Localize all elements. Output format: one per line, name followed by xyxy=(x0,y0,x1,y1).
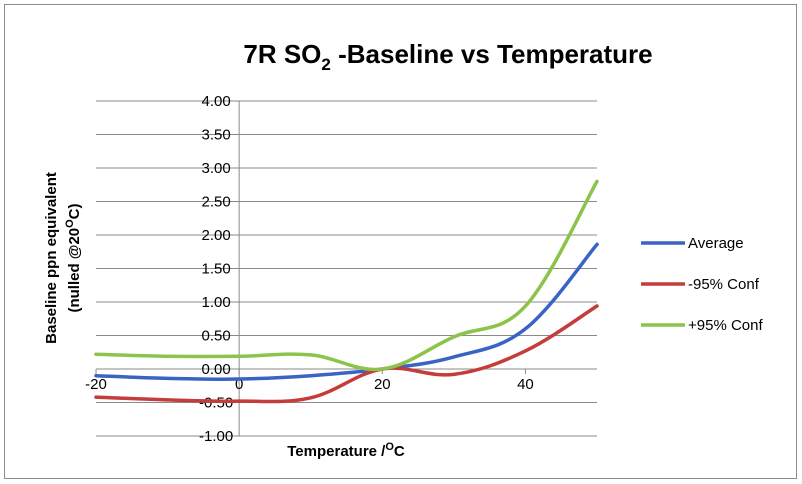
x-tick-label: -20 xyxy=(85,376,107,393)
y-tick-label: 4.00 xyxy=(202,93,231,110)
x-tick-label: 0 xyxy=(235,376,243,393)
y-tick-label: 2.50 xyxy=(202,194,231,211)
y-tick-label: 1.00 xyxy=(202,294,231,311)
legend-label: +95% Conf xyxy=(688,317,763,334)
y-tick-label: 0.00 xyxy=(202,361,231,378)
series-line-1 xyxy=(94,242,599,381)
y-tick-label: 1.50 xyxy=(202,261,231,278)
y-tick-label: -0.50 xyxy=(199,395,233,412)
grid-lines xyxy=(96,100,597,437)
y-tick-label: 0.50 xyxy=(202,328,231,345)
y-tick-label: 2.00 xyxy=(202,227,231,244)
x-tick-labels: -20 0 20 40 xyxy=(85,376,534,393)
y-tick-label: 3.00 xyxy=(202,160,231,177)
x-tick-label: 20 xyxy=(374,376,391,393)
legend: Average -95% Conf +95% Conf xyxy=(641,235,763,334)
legend-label: Average xyxy=(688,235,744,252)
series-line-3 xyxy=(94,179,599,372)
series-line-2 xyxy=(94,304,599,404)
y-tick-labels: -1.00 -0.50 0.00 0.50 1.00 1.50 2.00 2.50 3.00 3.… xyxy=(199,93,233,445)
series-lines xyxy=(94,179,599,404)
y-axis-label-line2: (nulled @20OC) xyxy=(64,203,83,312)
x-axis-label: Temperature /OC xyxy=(287,441,405,460)
legend-label: -95% Conf xyxy=(688,276,760,293)
y-tick-label: -1.00 xyxy=(199,428,233,445)
x-tick-label: 40 xyxy=(517,376,534,393)
y-axis-label: Baseline ppn equivalent xyxy=(43,172,60,344)
y-tick-label: 3.50 xyxy=(202,127,231,144)
chart-title: 7R SO2 -Baseline vs Temperature xyxy=(243,39,652,74)
